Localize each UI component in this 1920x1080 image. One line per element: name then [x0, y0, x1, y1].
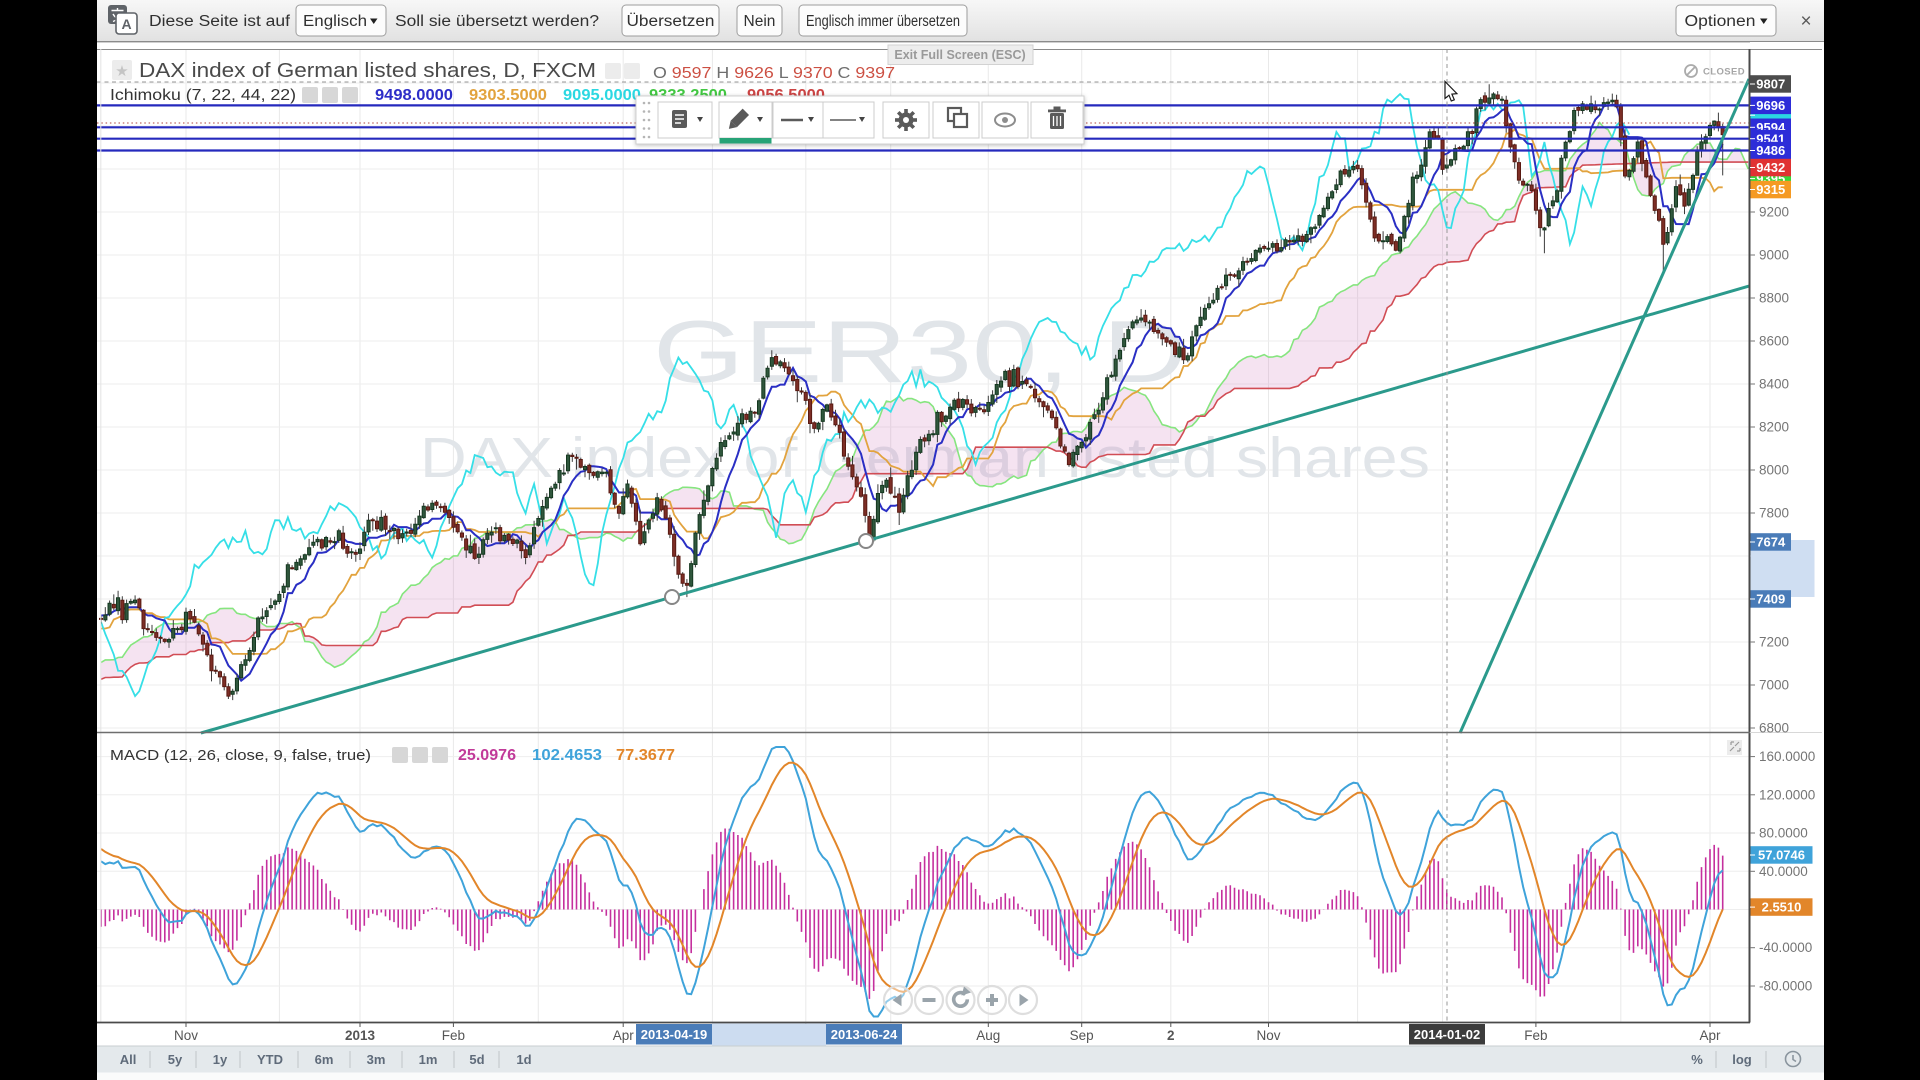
svg-text:8600: 8600	[1759, 334, 1789, 349]
svg-text:5d: 5d	[469, 1052, 484, 1067]
svg-text:1d: 1d	[516, 1052, 531, 1067]
svg-text:2.5510: 2.5510	[1762, 900, 1802, 915]
svg-text:Sep: Sep	[1070, 1028, 1094, 1043]
svg-text:7000: 7000	[1759, 678, 1789, 693]
svg-text:Feb: Feb	[1524, 1028, 1547, 1043]
svg-text:6m: 6m	[315, 1052, 334, 1067]
svg-text:log: log	[1732, 1052, 1752, 1067]
svg-text:2013: 2013	[345, 1028, 376, 1043]
svg-text:-40.0000: -40.0000	[1759, 940, 1812, 955]
svg-text:1y: 1y	[213, 1052, 228, 1067]
svg-text:9432: 9432	[1756, 160, 1785, 175]
svg-text:102.4653: 102.4653	[532, 747, 602, 764]
svg-text:2014-01-02: 2014-01-02	[1414, 1027, 1481, 1042]
svg-text:2013-06-24: 2013-06-24	[831, 1027, 898, 1042]
svg-text:-80.0000: -80.0000	[1759, 979, 1812, 994]
svg-text:77.3677: 77.3677	[616, 747, 675, 764]
svg-text:Feb: Feb	[442, 1028, 465, 1043]
svg-text:9303.5000: 9303.5000	[469, 87, 547, 104]
svg-text:Ichimoku (7, 22, 44, 22): Ichimoku (7, 22, 44, 22)	[110, 87, 296, 104]
svg-text:Übersetzen: Übersetzen	[627, 12, 715, 30]
svg-text:9200: 9200	[1759, 205, 1789, 220]
svg-text:%: %	[1691, 1052, 1703, 1067]
svg-text:7800: 7800	[1759, 506, 1789, 521]
svg-text:×: ×	[1800, 11, 1811, 32]
svg-text:7409: 7409	[1756, 592, 1785, 607]
svg-text:Optionen: Optionen	[1685, 13, 1756, 30]
svg-text:40.0000: 40.0000	[1759, 864, 1808, 879]
svg-text:9315: 9315	[1756, 182, 1785, 197]
svg-text:Soll sie übersetzt werden?: Soll sie übersetzt werden?	[395, 13, 599, 30]
svg-text:3m: 3m	[367, 1052, 386, 1067]
svg-text:All: All	[120, 1052, 137, 1067]
svg-text:Nein: Nein	[744, 13, 776, 30]
svg-text:57.0746: 57.0746	[1758, 848, 1805, 863]
svg-text:Englisch: Englisch	[303, 13, 367, 30]
svg-text:Nov: Nov	[1256, 1028, 1280, 1043]
svg-text:Apr: Apr	[1699, 1028, 1721, 1043]
svg-text:GER30, D: GER30, D	[653, 302, 1187, 401]
svg-text:9807: 9807	[1756, 77, 1785, 92]
svg-text:2: 2	[1167, 1028, 1175, 1043]
svg-text:8000: 8000	[1759, 463, 1789, 478]
svg-text:9486: 9486	[1756, 143, 1785, 158]
svg-text:Nov: Nov	[174, 1028, 198, 1043]
svg-text:6800: 6800	[1759, 721, 1789, 736]
svg-text:80.0000: 80.0000	[1759, 826, 1808, 841]
svg-text:8400: 8400	[1759, 377, 1789, 392]
svg-text:9498.0000: 9498.0000	[375, 87, 453, 104]
svg-text:120.0000: 120.0000	[1759, 787, 1815, 802]
svg-text:O 9597 H 9626 L 9370 C 9397: O 9597 H 9626 L 9370 C 9397	[653, 65, 895, 82]
svg-text:9696: 9696	[1756, 98, 1785, 113]
svg-text:1m: 1m	[419, 1052, 438, 1067]
svg-text:25.0976: 25.0976	[458, 747, 516, 764]
svg-text:7200: 7200	[1759, 635, 1789, 650]
svg-text:Aug: Aug	[976, 1028, 1000, 1043]
svg-text:Apr: Apr	[613, 1028, 635, 1043]
svg-text:A: A	[121, 16, 131, 32]
svg-text:Exit Full Screen (ESC): Exit Full Screen (ESC)	[894, 48, 1025, 62]
svg-text:5y: 5y	[168, 1052, 183, 1067]
svg-text:YTD: YTD	[257, 1052, 283, 1067]
svg-text:Englisch immer übersetzen: Englisch immer übersetzen	[806, 13, 960, 30]
svg-text:7674: 7674	[1756, 535, 1786, 550]
svg-text:9095.0000: 9095.0000	[563, 87, 641, 104]
svg-text:2013-04-19: 2013-04-19	[641, 1027, 708, 1042]
svg-text:9000: 9000	[1759, 248, 1789, 263]
svg-text:MACD (12, 26, close, 9, false,: MACD (12, 26, close, 9, false, true)	[110, 747, 371, 764]
svg-text:CLOSED: CLOSED	[1703, 67, 1745, 78]
svg-text:DAX index of German listed sha: DAX index of German listed shares, D, FX…	[139, 59, 596, 82]
svg-text:Diese Seite ist auf: Diese Seite ist auf	[149, 13, 291, 30]
svg-text:8800: 8800	[1759, 291, 1789, 306]
svg-text:★: ★	[115, 63, 128, 80]
svg-text:160.0000: 160.0000	[1759, 749, 1815, 764]
svg-text:8200: 8200	[1759, 420, 1789, 435]
